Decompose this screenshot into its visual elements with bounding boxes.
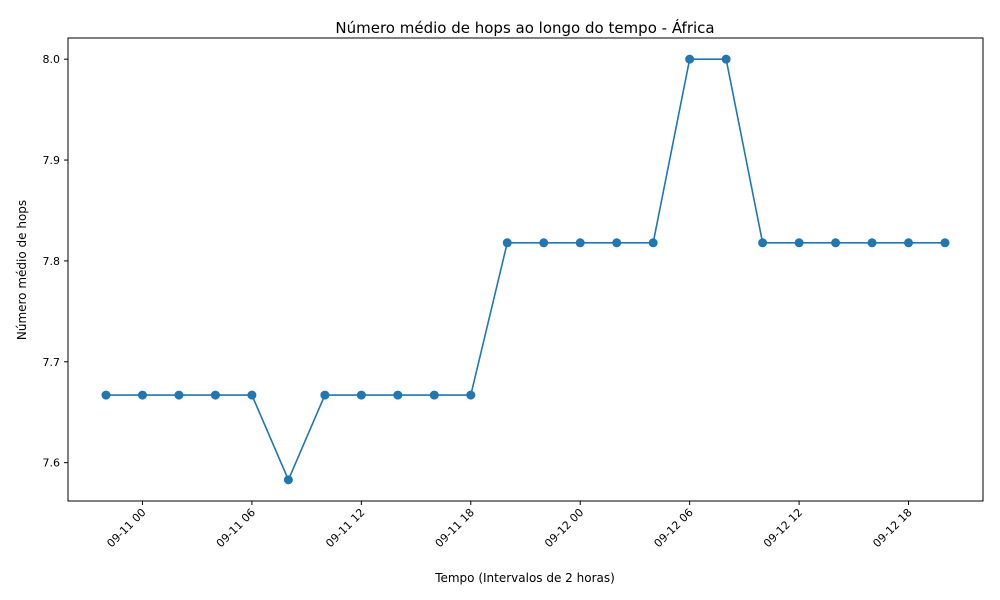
y-axis-ticks: 7.6 7.7 7.8 7.9 8.0 bbox=[43, 53, 68, 470]
data-point bbox=[721, 54, 731, 64]
x-tick-label: 09-12 00 bbox=[542, 506, 586, 550]
x-tick-label: 09-11 12 bbox=[323, 506, 367, 550]
plot-area bbox=[67, 37, 984, 502]
data-point bbox=[648, 238, 658, 248]
data-point bbox=[101, 390, 111, 400]
data-point bbox=[831, 238, 841, 248]
data-point bbox=[466, 390, 476, 400]
data-point bbox=[685, 54, 695, 64]
y-tick-label: 8.0 bbox=[43, 53, 61, 66]
y-axis-label: Número médio de hops bbox=[15, 200, 29, 340]
y-tick-label: 7.8 bbox=[43, 255, 61, 268]
data-point bbox=[320, 390, 330, 400]
x-tick-label: 09-11 00 bbox=[104, 506, 148, 550]
data-point bbox=[174, 390, 184, 400]
data-point bbox=[393, 390, 403, 400]
x-axis-label: Tempo (Intervalos de 2 horas) bbox=[434, 571, 615, 585]
data-point bbox=[867, 238, 877, 248]
data-point bbox=[758, 238, 768, 248]
data-point bbox=[794, 238, 804, 248]
data-point bbox=[539, 238, 549, 248]
x-tick-label: 09-12 12 bbox=[761, 506, 805, 550]
x-tick-label: 09-12 18 bbox=[870, 506, 914, 550]
data-point bbox=[210, 390, 220, 400]
x-tick-label: 09-12 06 bbox=[652, 506, 696, 550]
data-point bbox=[429, 390, 439, 400]
data-point bbox=[502, 238, 512, 248]
data-point bbox=[904, 238, 914, 248]
data-point bbox=[247, 390, 257, 400]
y-tick-label: 7.9 bbox=[43, 154, 61, 167]
data-point bbox=[356, 390, 366, 400]
data-point bbox=[137, 390, 147, 400]
y-tick-label: 7.7 bbox=[43, 356, 61, 369]
y-tick-label: 7.6 bbox=[43, 457, 61, 470]
plot-frame bbox=[67, 37, 984, 502]
x-tick-label: 09-11 06 bbox=[214, 506, 258, 550]
series-line bbox=[106, 58, 945, 482]
data-point bbox=[612, 238, 622, 248]
x-tick-label: 09-11 18 bbox=[433, 506, 477, 550]
data-point bbox=[940, 238, 950, 248]
data-point bbox=[575, 238, 585, 248]
x-axis-ticks: 09-11 00 09-11 06 09-11 12 09-11 18 09-12 00… bbox=[104, 501, 915, 550]
data-point bbox=[283, 475, 293, 485]
chart-title: Número médio de hops ao longo do tempo -… bbox=[335, 18, 714, 37]
series-group bbox=[101, 54, 950, 485]
